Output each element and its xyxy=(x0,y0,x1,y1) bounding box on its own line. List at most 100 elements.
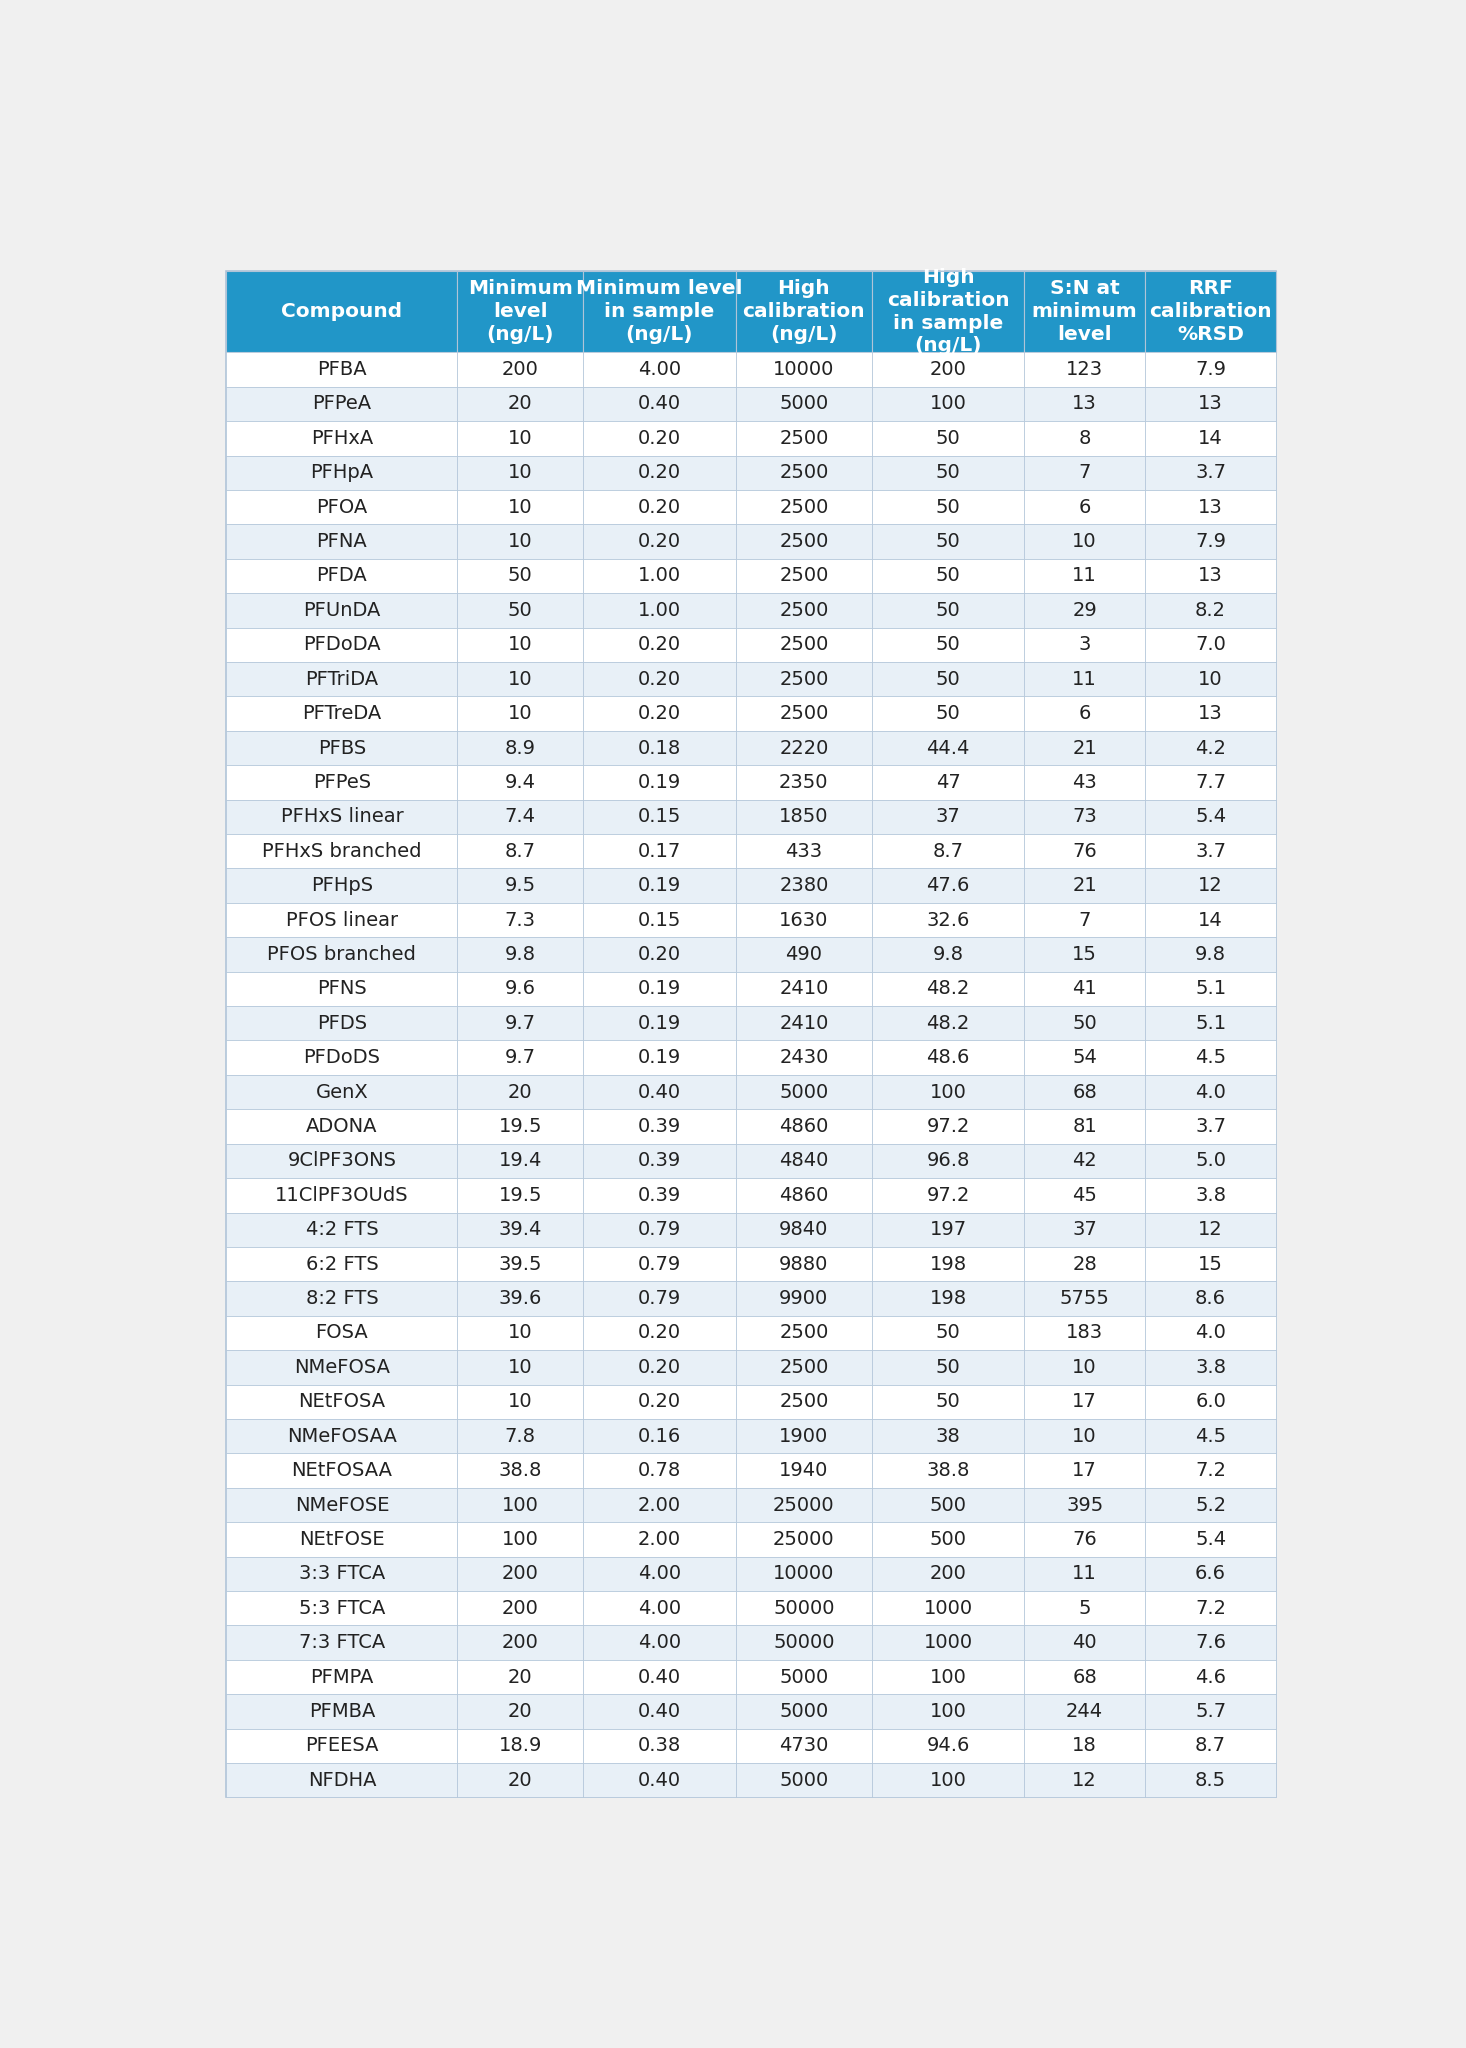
Bar xyxy=(1025,1350,1145,1384)
Text: 3.7: 3.7 xyxy=(1195,842,1226,860)
Bar xyxy=(226,1006,457,1040)
Text: 0.20: 0.20 xyxy=(638,944,682,965)
Bar xyxy=(457,559,583,594)
Bar xyxy=(1025,1075,1145,1110)
Bar xyxy=(583,1419,736,1454)
Text: 3.8: 3.8 xyxy=(1195,1358,1226,1376)
Text: 9.6: 9.6 xyxy=(504,979,537,997)
Bar xyxy=(457,270,583,352)
Bar xyxy=(1025,696,1145,731)
Bar xyxy=(226,1694,457,1729)
Text: 2.00: 2.00 xyxy=(638,1495,682,1516)
Text: 41: 41 xyxy=(1072,979,1097,997)
Bar xyxy=(457,387,583,422)
Text: 7.4: 7.4 xyxy=(504,807,537,825)
Bar xyxy=(583,766,736,799)
Bar xyxy=(872,971,1025,1006)
Text: 50: 50 xyxy=(935,428,960,449)
Text: 100: 100 xyxy=(929,1702,966,1720)
Text: PFNA: PFNA xyxy=(317,532,368,551)
Text: 10000: 10000 xyxy=(773,360,834,379)
Text: 1900: 1900 xyxy=(780,1427,828,1446)
Bar xyxy=(736,903,872,938)
Bar xyxy=(1025,1040,1145,1075)
Bar xyxy=(736,352,872,387)
Bar xyxy=(736,971,872,1006)
Bar xyxy=(583,627,736,662)
Bar xyxy=(457,1626,583,1659)
Bar xyxy=(1145,696,1277,731)
Text: 7.7: 7.7 xyxy=(1195,772,1226,793)
Bar xyxy=(226,1315,457,1350)
Text: 9ClPF3ONS: 9ClPF3ONS xyxy=(287,1151,396,1169)
Text: 29: 29 xyxy=(1072,600,1097,621)
Bar xyxy=(226,1659,457,1694)
Text: 4.0: 4.0 xyxy=(1195,1083,1226,1102)
Bar xyxy=(872,1040,1025,1075)
Text: 50: 50 xyxy=(935,1358,960,1376)
Bar xyxy=(872,1350,1025,1384)
Bar xyxy=(457,1212,583,1247)
Text: 0.39: 0.39 xyxy=(638,1186,682,1204)
Text: Minimum
level
(ng/L): Minimum level (ng/L) xyxy=(468,279,573,344)
Bar xyxy=(1025,1454,1145,1487)
Bar xyxy=(457,868,583,903)
Text: 44.4: 44.4 xyxy=(927,739,970,758)
Bar xyxy=(457,1110,583,1143)
Text: 0.20: 0.20 xyxy=(638,705,682,723)
Text: NMeFOSAA: NMeFOSAA xyxy=(287,1427,397,1446)
Text: 50: 50 xyxy=(935,1393,960,1411)
Text: 50: 50 xyxy=(935,635,960,653)
Text: 9.8: 9.8 xyxy=(932,944,963,965)
Text: 6:2 FTS: 6:2 FTS xyxy=(305,1255,378,1274)
Bar xyxy=(1025,731,1145,766)
Text: 50: 50 xyxy=(509,600,532,621)
Bar xyxy=(872,1247,1025,1282)
Text: 68: 68 xyxy=(1072,1667,1097,1688)
Bar xyxy=(1145,903,1277,938)
Bar xyxy=(736,834,872,868)
Text: PFUnDA: PFUnDA xyxy=(303,600,381,621)
Bar xyxy=(872,1143,1025,1178)
Bar xyxy=(1145,799,1277,834)
Bar xyxy=(583,1075,736,1110)
Bar xyxy=(872,524,1025,559)
Text: 1000: 1000 xyxy=(924,1599,973,1618)
Bar xyxy=(1025,1384,1145,1419)
Text: 17: 17 xyxy=(1072,1393,1097,1411)
Text: 20: 20 xyxy=(509,1772,532,1790)
Bar xyxy=(457,696,583,731)
Bar xyxy=(583,903,736,938)
Bar xyxy=(226,1591,457,1626)
Bar xyxy=(583,1247,736,1282)
Bar xyxy=(1025,1659,1145,1694)
Text: 19.5: 19.5 xyxy=(498,1186,542,1204)
Text: 0.39: 0.39 xyxy=(638,1116,682,1137)
Bar xyxy=(872,352,1025,387)
Bar xyxy=(226,1350,457,1384)
Text: 4.0: 4.0 xyxy=(1195,1323,1226,1343)
Bar xyxy=(872,1487,1025,1522)
Bar xyxy=(1145,1454,1277,1487)
Text: 1940: 1940 xyxy=(778,1460,828,1481)
Text: 200: 200 xyxy=(501,1632,539,1653)
Text: 50: 50 xyxy=(935,600,960,621)
Text: 1630: 1630 xyxy=(778,911,828,930)
Bar xyxy=(457,731,583,766)
Text: 8: 8 xyxy=(1079,428,1091,449)
Bar xyxy=(457,352,583,387)
Text: 2500: 2500 xyxy=(778,705,828,723)
Bar xyxy=(1025,971,1145,1006)
Bar xyxy=(1025,1522,1145,1556)
Text: 10: 10 xyxy=(509,1358,532,1376)
Bar xyxy=(583,1487,736,1522)
Text: 2500: 2500 xyxy=(778,498,828,516)
Text: 6.6: 6.6 xyxy=(1195,1565,1226,1583)
Bar xyxy=(583,1110,736,1143)
Bar xyxy=(1145,1487,1277,1522)
Text: 7: 7 xyxy=(1079,911,1091,930)
Text: PFTreDA: PFTreDA xyxy=(302,705,381,723)
Text: 198: 198 xyxy=(929,1255,966,1274)
Text: 10: 10 xyxy=(1198,670,1223,688)
Text: PFOS branched: PFOS branched xyxy=(267,944,416,965)
